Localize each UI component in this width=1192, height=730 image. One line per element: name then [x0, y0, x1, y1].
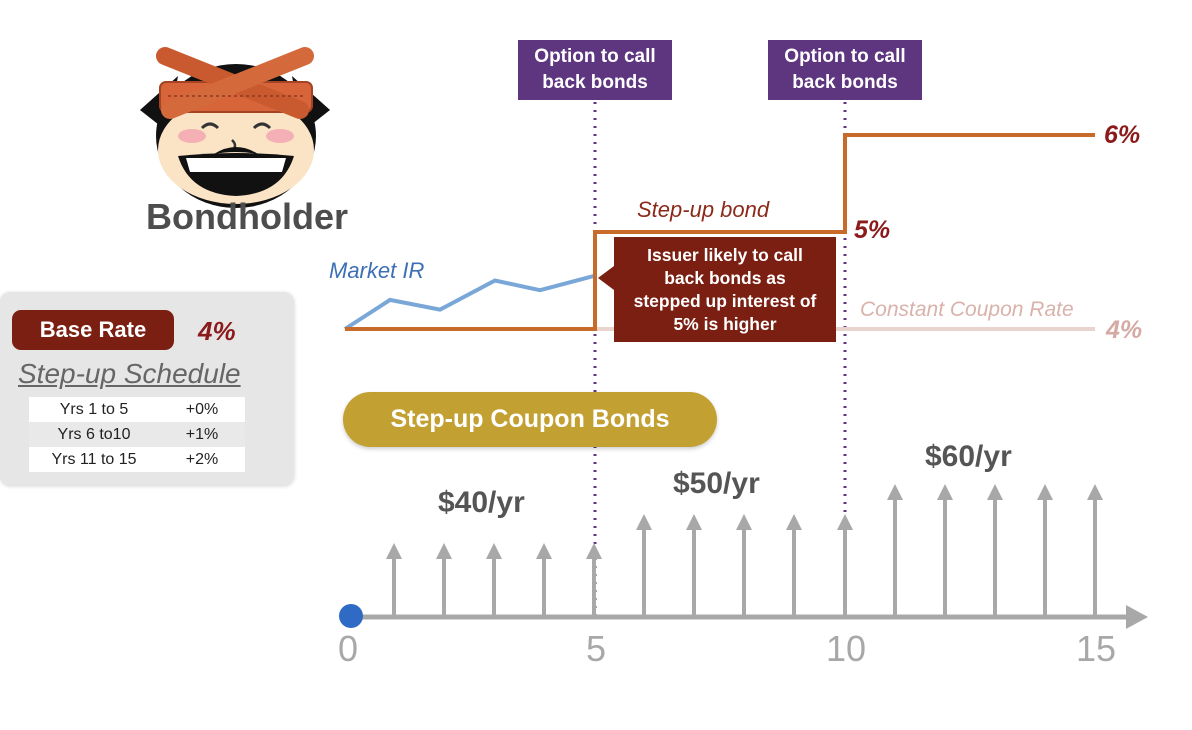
coupon-arrow-year-5 [586, 543, 602, 615]
coupon-arrow-year-14 [1037, 484, 1053, 615]
callout-line: Issuer likely to call [647, 244, 803, 265]
callout-line: 5% is higher [673, 313, 777, 334]
base-rate-badge: Base Rate [12, 310, 174, 350]
schedule-years: Yrs 1 to 5 [29, 397, 159, 422]
coupon-arrow-year-12 [937, 484, 953, 615]
table-row: Yrs 11 to 15 +2% [29, 447, 245, 472]
schedule-years: Yrs 6 to10 [29, 422, 159, 447]
coupon-arrow-year-10 [837, 514, 853, 615]
base-rate-value: 4% [198, 316, 236, 346]
coupon-arrow-year-1 [386, 543, 402, 615]
coupon-arrow-year-11 [887, 484, 903, 615]
schedule-step: +1% [159, 422, 245, 447]
callout-line: stepped up interest of [633, 290, 817, 311]
table-row: Yrs 6 to10 +1% [29, 422, 245, 447]
schedule-table: Yrs 1 to 5 +0% Yrs 6 to10 +1% Yrs 11 to … [29, 397, 245, 472]
schedule-title: Step-up Schedule [18, 358, 241, 389]
bondholder-face-icon [140, 47, 330, 208]
axis-tick-15: 15 [1076, 628, 1117, 669]
coupon-arrow-year-13 [987, 484, 1003, 615]
coupon-arrow-year-3 [486, 543, 502, 615]
axis-tick-0: 0 [338, 628, 359, 669]
coupon-arrow-year-8 [736, 514, 752, 615]
start-dot [339, 604, 363, 628]
coupon-arrows [386, 484, 1103, 615]
stepup-bond-line [345, 133, 1095, 331]
table-row: Yrs 1 to 5 +0% [29, 397, 245, 422]
schedule-years: Yrs 11 to 15 [29, 447, 159, 472]
market-ir-label: Market IR [329, 258, 425, 283]
call-option-text: back bonds [792, 72, 898, 93]
rate-5-label: 5% [854, 216, 891, 244]
bondholder-label: Bondholder [146, 196, 348, 237]
constant-coupon-label: Constant Coupon Rate [860, 298, 1074, 321]
step-up-coupon-bonds-badge: Step-up Coupon Bonds [343, 392, 717, 447]
issuer-callout: Issuer likely to call back bonds as step… [614, 237, 836, 342]
axis-tick-10: 10 [826, 628, 867, 669]
coupon-arrow-year-7 [686, 514, 702, 615]
call-option-text: Option to call [784, 46, 906, 67]
payment-label-50: $50/yr [673, 467, 760, 500]
callout-pointer [598, 266, 614, 290]
axis-tick-5: 5 [586, 628, 607, 669]
rate-6-label: 6% [1104, 121, 1141, 149]
payment-label-60: $60/yr [925, 440, 1012, 473]
call-option-text: back bonds [542, 72, 648, 93]
market-ir-line [343, 273, 596, 331]
call-option-text: Option to call [534, 46, 656, 67]
call-option-box-year-5: Option to call back bonds [518, 40, 672, 100]
payment-label-40: $40/yr [438, 486, 525, 519]
coupon-arrow-year-4 [536, 543, 552, 615]
stepup-bond-label: Step-up bond [637, 197, 770, 222]
rate-4-label: 4% [1106, 316, 1143, 344]
coupon-arrow-year-15 [1087, 484, 1103, 615]
coupon-arrow-year-2 [436, 543, 452, 615]
schedule-step: +0% [159, 397, 245, 422]
coupon-arrow-year-9 [786, 514, 802, 615]
call-option-box-year-10: Option to call back bonds [768, 40, 922, 100]
schedule-step: +2% [159, 447, 245, 472]
coupon-arrow-year-6 [636, 514, 652, 615]
callout-line: back bonds as [664, 267, 786, 288]
time-axis [350, 605, 1148, 629]
